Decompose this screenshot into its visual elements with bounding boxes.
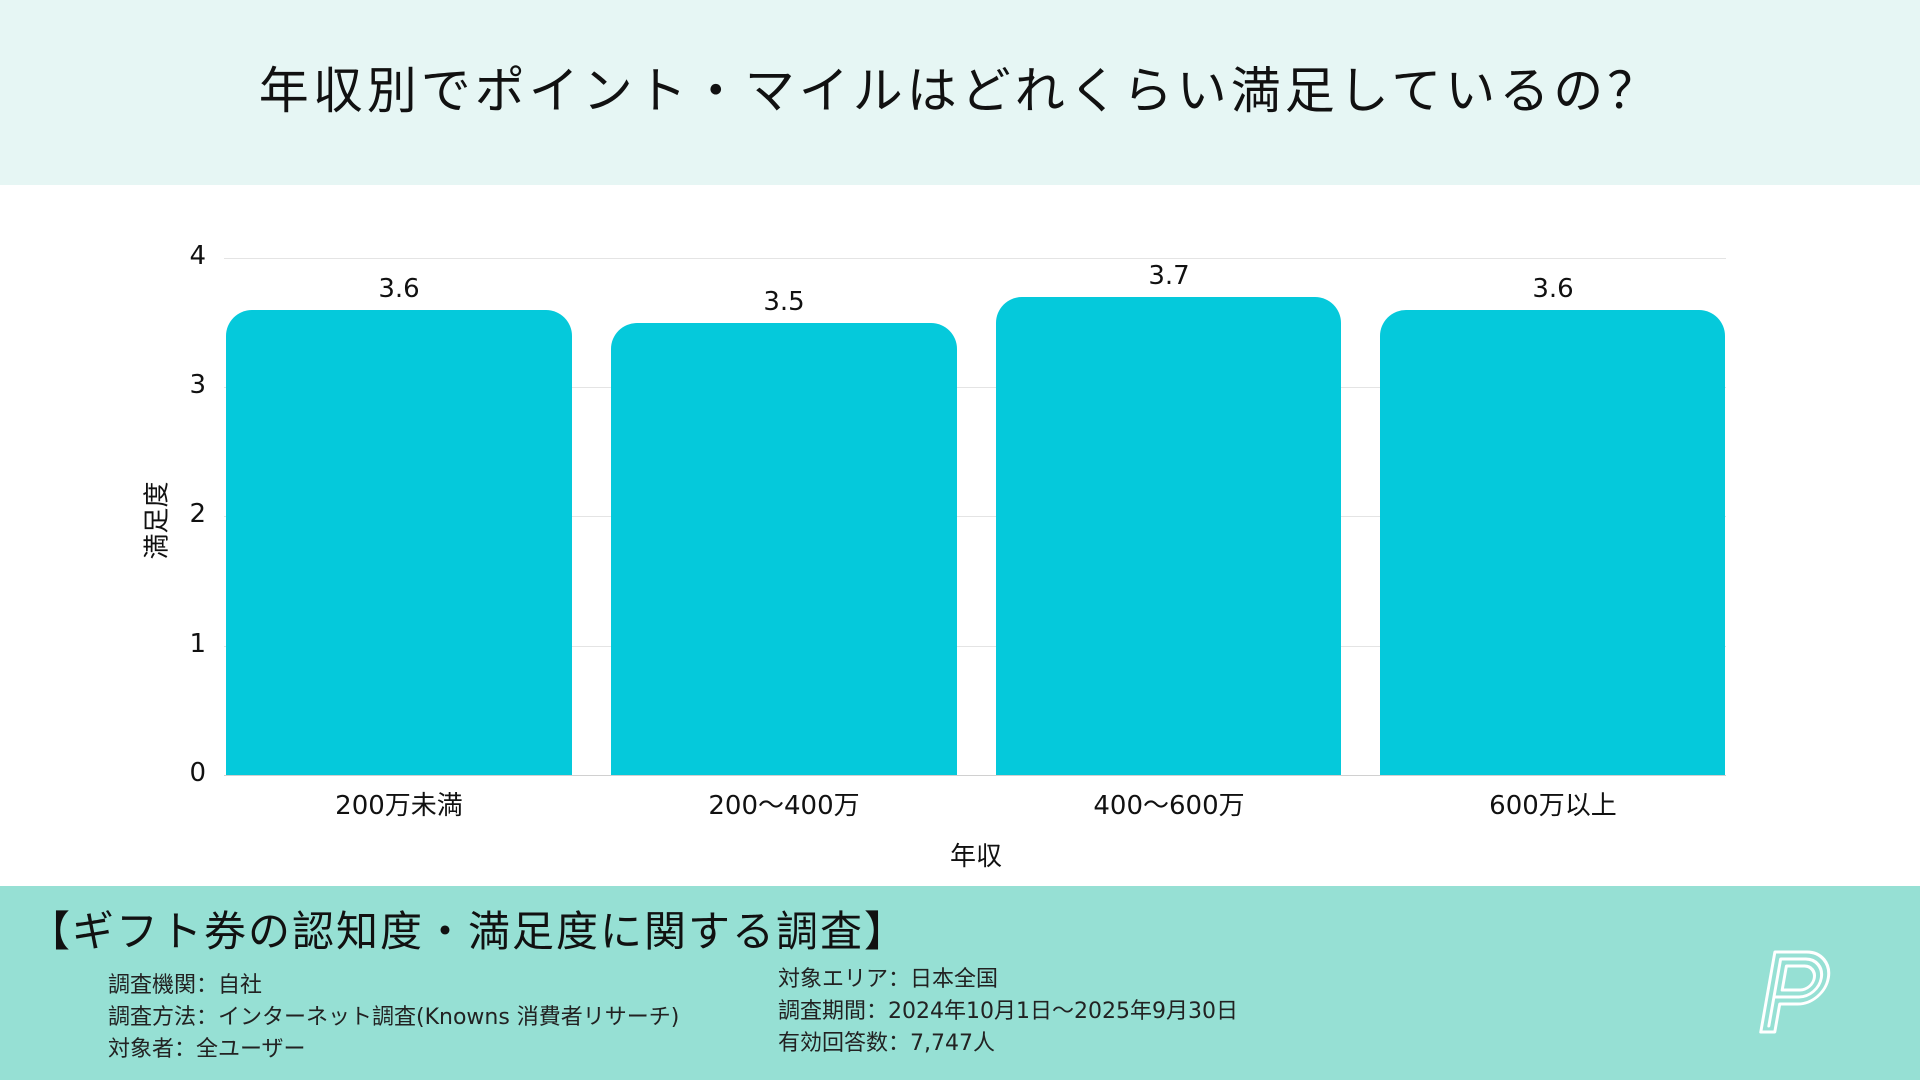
survey-meta-right: 対象エリア：日本全国 調査期間：2024年10月1日〜2025年9月30日 有効… bbox=[778, 964, 1238, 1060]
y-tick-2: 2 bbox=[189, 499, 206, 529]
x-tick-label: 600万以上 bbox=[1489, 791, 1617, 821]
y-tick-3: 3 bbox=[189, 370, 206, 400]
gridline-4 bbox=[224, 258, 1726, 259]
bar-value-label: 3.5 bbox=[763, 287, 805, 317]
survey-meta-left: 調査機関：自社 調査方法：インターネット調査(Knowns 消費者リサーチ) 対… bbox=[108, 970, 679, 1066]
survey-title: 【ギフト券の認知度・満足度に関する調査】 bbox=[28, 907, 909, 956]
bar-value-label: 3.7 bbox=[1148, 261, 1190, 291]
survey-agency: 調査機関：自社 bbox=[108, 973, 263, 998]
bar-200man-miman bbox=[226, 310, 572, 775]
bar-value-label: 3.6 bbox=[378, 274, 420, 304]
survey-area: 対象エリア：日本全国 bbox=[778, 967, 999, 992]
gridline-2 bbox=[224, 516, 1726, 517]
x-axis-baseline bbox=[224, 775, 1726, 776]
gridline-3 bbox=[224, 387, 1726, 388]
x-tick-label: 400〜600万 bbox=[1093, 791, 1245, 821]
y-tick-4: 4 bbox=[189, 241, 206, 271]
y-axis-label: 満足度 bbox=[142, 481, 173, 560]
survey-target: 対象者：全ユーザー bbox=[108, 1037, 306, 1062]
header-band: 年収別でポイント・マイルはどれくらい満足しているの？ bbox=[0, 0, 1920, 185]
x-axis-label: 年収 bbox=[949, 842, 1002, 872]
survey-period: 調査期間：2024年10月1日〜2025年9月30日 bbox=[778, 999, 1238, 1024]
x-tick-label: 200万未満 bbox=[335, 791, 463, 821]
y-tick-1: 1 bbox=[189, 629, 206, 659]
bar-400-600man bbox=[996, 297, 1341, 775]
bar-value-label: 3.6 bbox=[1532, 274, 1574, 304]
bar-600man-ijou bbox=[1380, 310, 1725, 775]
survey-responses: 有効回答数：7,747人 bbox=[778, 1031, 995, 1056]
p-logo-icon bbox=[1759, 950, 1831, 1034]
x-tick-label: 200〜400万 bbox=[708, 791, 860, 821]
survey-footer: 【ギフト券の認知度・満足度に関する調査】 調査機関：自社 調査方法：インターネッ… bbox=[0, 886, 1920, 1080]
page-title: 年収別でポイント・マイルはどれくらい満足しているの？ bbox=[258, 61, 1662, 120]
bar-chart: 4 3 2 1 0 満足度 3.6 3.5 3.7 3.6 200万未満 200… bbox=[0, 185, 1920, 886]
y-tick-0: 0 bbox=[189, 758, 206, 788]
survey-method: 調査方法：インターネット調査(Knowns 消費者リサーチ) bbox=[108, 1005, 680, 1030]
gridline-1 bbox=[224, 646, 1726, 647]
bar-200-400man bbox=[611, 323, 957, 775]
